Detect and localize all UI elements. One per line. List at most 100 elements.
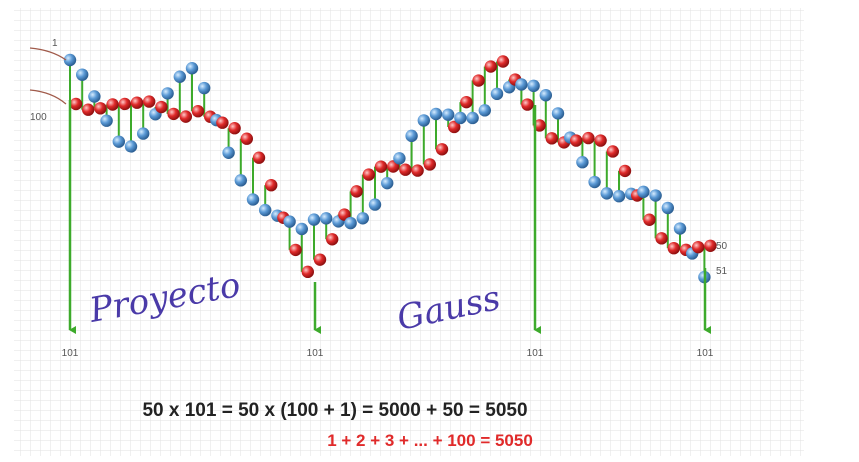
bead [326, 233, 339, 246]
bead [478, 104, 491, 117]
bead [167, 107, 180, 121]
bead [228, 122, 241, 135]
bead [112, 135, 126, 148]
bead [143, 95, 156, 108]
bead [643, 213, 656, 226]
bead [423, 158, 436, 171]
bead [82, 103, 95, 116]
bead [515, 78, 528, 91]
bead [313, 253, 327, 266]
bead [411, 164, 424, 177]
margin [804, 0, 859, 462]
bead [259, 203, 272, 217]
bead [460, 95, 473, 109]
bead [545, 132, 558, 145]
bead [265, 178, 278, 192]
bead [246, 193, 260, 206]
bead [661, 201, 674, 215]
bead [466, 111, 479, 125]
bead [283, 215, 296, 228]
bead [191, 105, 205, 118]
bead [179, 110, 192, 123]
bead [124, 140, 138, 153]
label: 51 [716, 266, 728, 277]
bead [320, 212, 333, 225]
bead [88, 90, 101, 103]
bead [381, 176, 394, 190]
bead [448, 120, 461, 134]
bead [472, 74, 485, 87]
label: 1 [52, 38, 58, 49]
bead [374, 160, 388, 173]
bead [106, 98, 119, 111]
bead [484, 60, 497, 73]
bead [399, 163, 412, 176]
bead [704, 239, 717, 252]
bead [307, 213, 321, 226]
bead [667, 241, 680, 255]
bead [362, 168, 375, 181]
grid-background [14, 8, 804, 456]
bead [521, 98, 534, 111]
bead [637, 185, 650, 199]
bead [137, 127, 150, 140]
bead [692, 240, 705, 254]
bead [63, 53, 77, 67]
sum-label: 101 [697, 348, 714, 359]
bead [222, 146, 235, 159]
bead [240, 132, 253, 145]
sum-label: 101 [307, 348, 324, 359]
bead [100, 114, 113, 127]
bead [576, 156, 589, 169]
bead [429, 107, 443, 121]
bead [442, 108, 455, 121]
bead [539, 89, 552, 102]
sum-label: 101 [527, 348, 544, 359]
bead [582, 131, 595, 145]
bead [234, 174, 247, 187]
bead [655, 232, 668, 245]
bead [185, 62, 199, 75]
bead [350, 185, 363, 198]
bead [216, 116, 229, 129]
bead [454, 111, 467, 125]
bead [496, 55, 510, 68]
bead [673, 222, 687, 235]
bead [570, 134, 583, 147]
bead [69, 97, 83, 111]
bead [76, 68, 89, 81]
bead [435, 143, 449, 156]
bead [289, 243, 302, 257]
label: 100 [30, 112, 47, 123]
bead [618, 164, 632, 178]
bead [649, 189, 662, 202]
bead [252, 151, 266, 164]
bead [405, 129, 418, 143]
connector [29, 89, 67, 105]
bead [594, 134, 607, 147]
bead [600, 187, 613, 200]
bead [612, 189, 626, 203]
bead [173, 70, 186, 83]
bead [344, 216, 357, 230]
bead [356, 212, 369, 225]
bead [417, 114, 430, 127]
bead [393, 152, 406, 165]
arrows [68, 100, 711, 334]
sum-formula: 1 + 2 + 3 + ... + 100 = 5050 [327, 431, 533, 450]
bead [533, 119, 546, 132]
bead [588, 175, 601, 189]
bead [198, 81, 211, 95]
connector [29, 47, 67, 61]
bead [490, 87, 504, 101]
bead [551, 107, 565, 120]
bead [118, 97, 131, 111]
sum-label: 101 [62, 348, 79, 359]
bead [527, 79, 540, 93]
label: 50 [716, 241, 728, 252]
bead [161, 87, 174, 100]
formula: 50 x 101 = 50 x (100 + 1) = 5000 + 50 = … [142, 400, 527, 421]
bead [368, 198, 382, 211]
